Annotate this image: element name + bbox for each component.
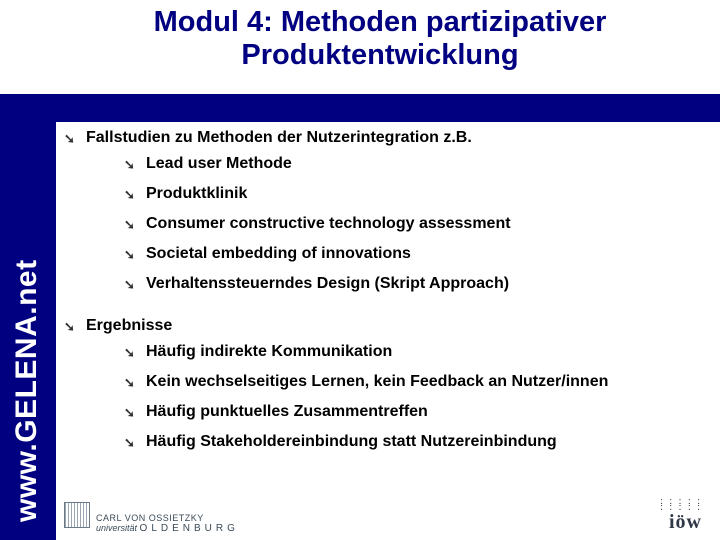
section-heading: ➘ Fallstudien zu Methoden der Nutzerinte…: [64, 128, 708, 148]
university-logo: CARL VON OSSIETZKY universität OLDENBURG: [64, 502, 239, 534]
slide-title: Modul 4: Methoden partizipativer Produkt…: [0, 0, 720, 73]
bullet-icon: ➘: [124, 372, 146, 391]
list-item-text: Societal embedding of innovations: [146, 244, 411, 264]
footer: CARL VON OSSIETZKY universität OLDENBURG…: [64, 484, 708, 534]
list-item: ➘ Lead user Methode: [124, 154, 708, 174]
section-heading-text: Ergebnisse: [86, 316, 172, 336]
iow-logo-text: iöw: [660, 511, 702, 534]
title-underline-bar: [0, 94, 720, 122]
list-item-text: Häufig indirekte Kommunikation: [146, 342, 392, 362]
list-item-text: Verhaltenssteuerndes Design (Skript Appr…: [146, 274, 509, 294]
list-item-text: Lead user Methode: [146, 154, 292, 174]
iow-logo-dots: : : : : :: : : : :: [660, 499, 702, 511]
bullet-icon: ➘: [64, 316, 86, 335]
list-item: ➘ Verhaltenssteuerndes Design (Skript Ap…: [124, 274, 708, 294]
list-item-text: Consumer constructive technology assessm…: [146, 214, 511, 234]
university-logo-icon: [64, 502, 90, 528]
bullet-icon: ➘: [124, 432, 146, 451]
bullet-icon: ➘: [124, 184, 146, 203]
list-item: ➘ Produktklinik: [124, 184, 708, 204]
section-heading-text: Fallstudien zu Methoden der Nutzerintegr…: [86, 128, 472, 148]
list-item: ➘ Häufig indirekte Kommunikation: [124, 342, 708, 362]
bullet-icon: ➘: [124, 214, 146, 233]
bullet-icon: ➘: [64, 128, 86, 147]
list-item: ➘ Häufig punktuelles Zusammentreffen: [124, 402, 708, 422]
bullet-icon: ➘: [124, 274, 146, 293]
list-item-text: Produktklinik: [146, 184, 247, 204]
list-item-text: Häufig punktuelles Zusammentreffen: [146, 402, 428, 422]
list-item: ➘ Consumer constructive technology asses…: [124, 214, 708, 234]
bullet-icon: ➘: [124, 342, 146, 361]
content-area: ➘ Fallstudien zu Methoden der Nutzerinte…: [64, 128, 708, 480]
sidebar-bar: www.GELENA.net: [0, 94, 56, 540]
list-item: ➘ Häufig Stakeholdereinbindung statt Nut…: [124, 432, 708, 452]
section-heading: ➘ Ergebnisse: [64, 316, 708, 336]
bullet-icon: ➘: [124, 402, 146, 421]
list-item: ➘ Societal embedding of innovations: [124, 244, 708, 264]
university-logo-text: CARL VON OSSIETZKY universität OLDENBURG: [96, 514, 239, 534]
list-item-text: Häufig Stakeholdereinbindung statt Nutze…: [146, 432, 557, 452]
list-item: ➘ Kein wechselseitiges Lernen, kein Feed…: [124, 372, 708, 392]
list-item-text: Kein wechselseitiges Lernen, kein Feedba…: [146, 372, 608, 392]
iow-logo: : : : : :: : : : : iöw: [660, 499, 708, 534]
bullet-icon: ➘: [124, 154, 146, 173]
bullet-icon: ➘: [124, 244, 146, 263]
sidebar-url: www.GELENA.net: [10, 112, 44, 522]
